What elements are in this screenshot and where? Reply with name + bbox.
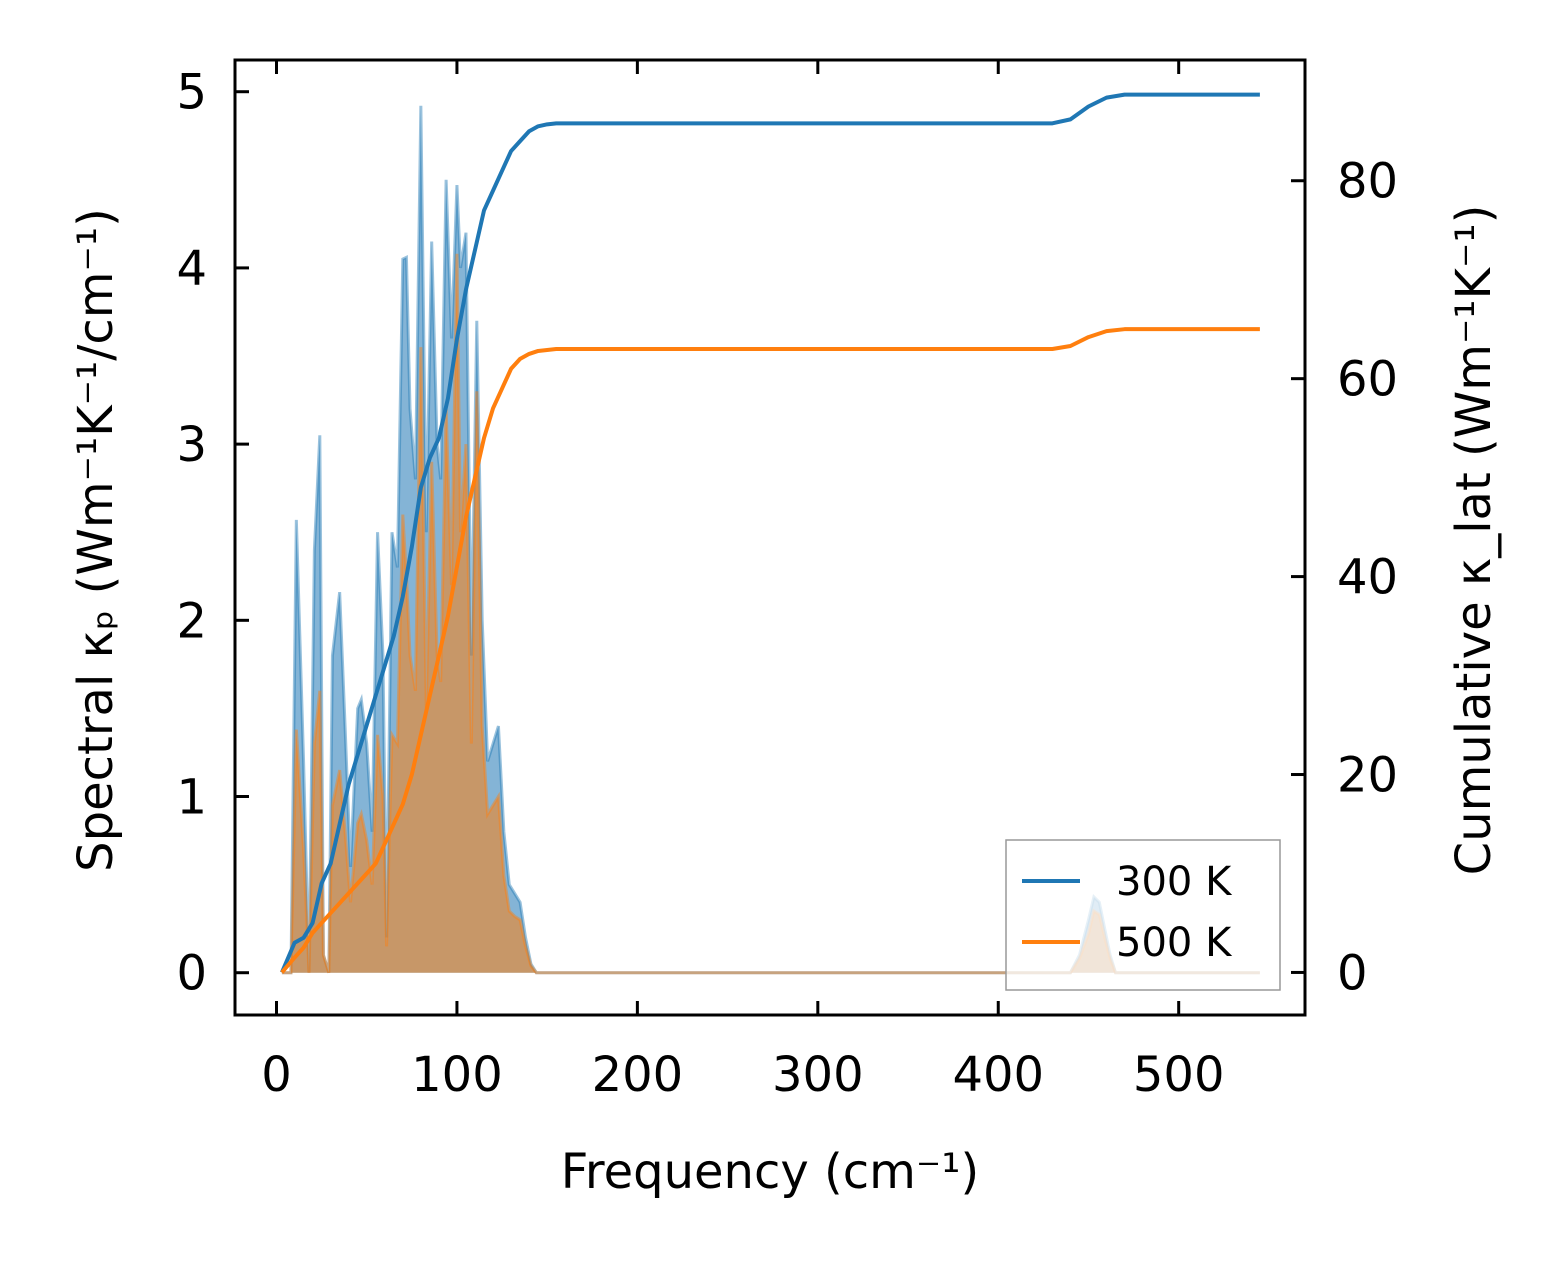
y-left-tick-label-4: 4: [176, 241, 207, 297]
y-right-tick-label-60: 60: [1337, 352, 1398, 408]
x-axis-title: Frequency (cm⁻¹): [561, 1144, 979, 1200]
y-left-tick-label-5: 5: [176, 65, 207, 121]
y-right-tick-label-40: 40: [1337, 550, 1398, 606]
y-right-tick-label-20: 20: [1337, 748, 1398, 804]
x-tick-label-300: 300: [772, 1047, 864, 1103]
x-tick-label-400: 400: [952, 1047, 1044, 1103]
left-y-axis: 0 1 2 3 4 5: [176, 65, 249, 1002]
left-y-axis-title: Spectral κₚ (Wm⁻¹K⁻¹/cm⁻¹): [68, 208, 124, 872]
right-y-axis-title: Cumulative κ_lat (Wm⁻¹K⁻¹): [1446, 205, 1502, 876]
legend-label-300k: 300 K: [1116, 859, 1233, 905]
legend-label-500k: 500 K: [1116, 920, 1233, 966]
y-right-tick-label-80: 80: [1337, 154, 1398, 210]
cumulative-line-300k: [280, 92, 1260, 974]
legend: 300 K 500 K: [1005, 839, 1281, 991]
y-left-tick-label-1: 1: [176, 770, 207, 826]
x-tick-label-0: 0: [261, 1047, 292, 1103]
plot-frame: [233, 58, 1307, 1017]
y-right-tick-label-0: 0: [1337, 945, 1368, 1001]
y-left-tick-label-2: 2: [176, 593, 207, 649]
cumulative-line-500k: [280, 327, 1260, 974]
y-left-tick-label-3: 3: [176, 417, 207, 473]
x-tick-label-100: 100: [411, 1047, 503, 1103]
y-left-tick-label-0: 0: [176, 946, 207, 1002]
x-tick-label-200: 200: [592, 1047, 684, 1103]
x-tick-label-500: 500: [1133, 1047, 1225, 1103]
right-y-axis: 0 20 40 60 80: [1291, 154, 1398, 1001]
spectral-area-500k: [281, 253, 1260, 973]
legend-box: [1005, 839, 1281, 991]
x-axis: 0 100 200 300 400 500: [261, 60, 1225, 1103]
